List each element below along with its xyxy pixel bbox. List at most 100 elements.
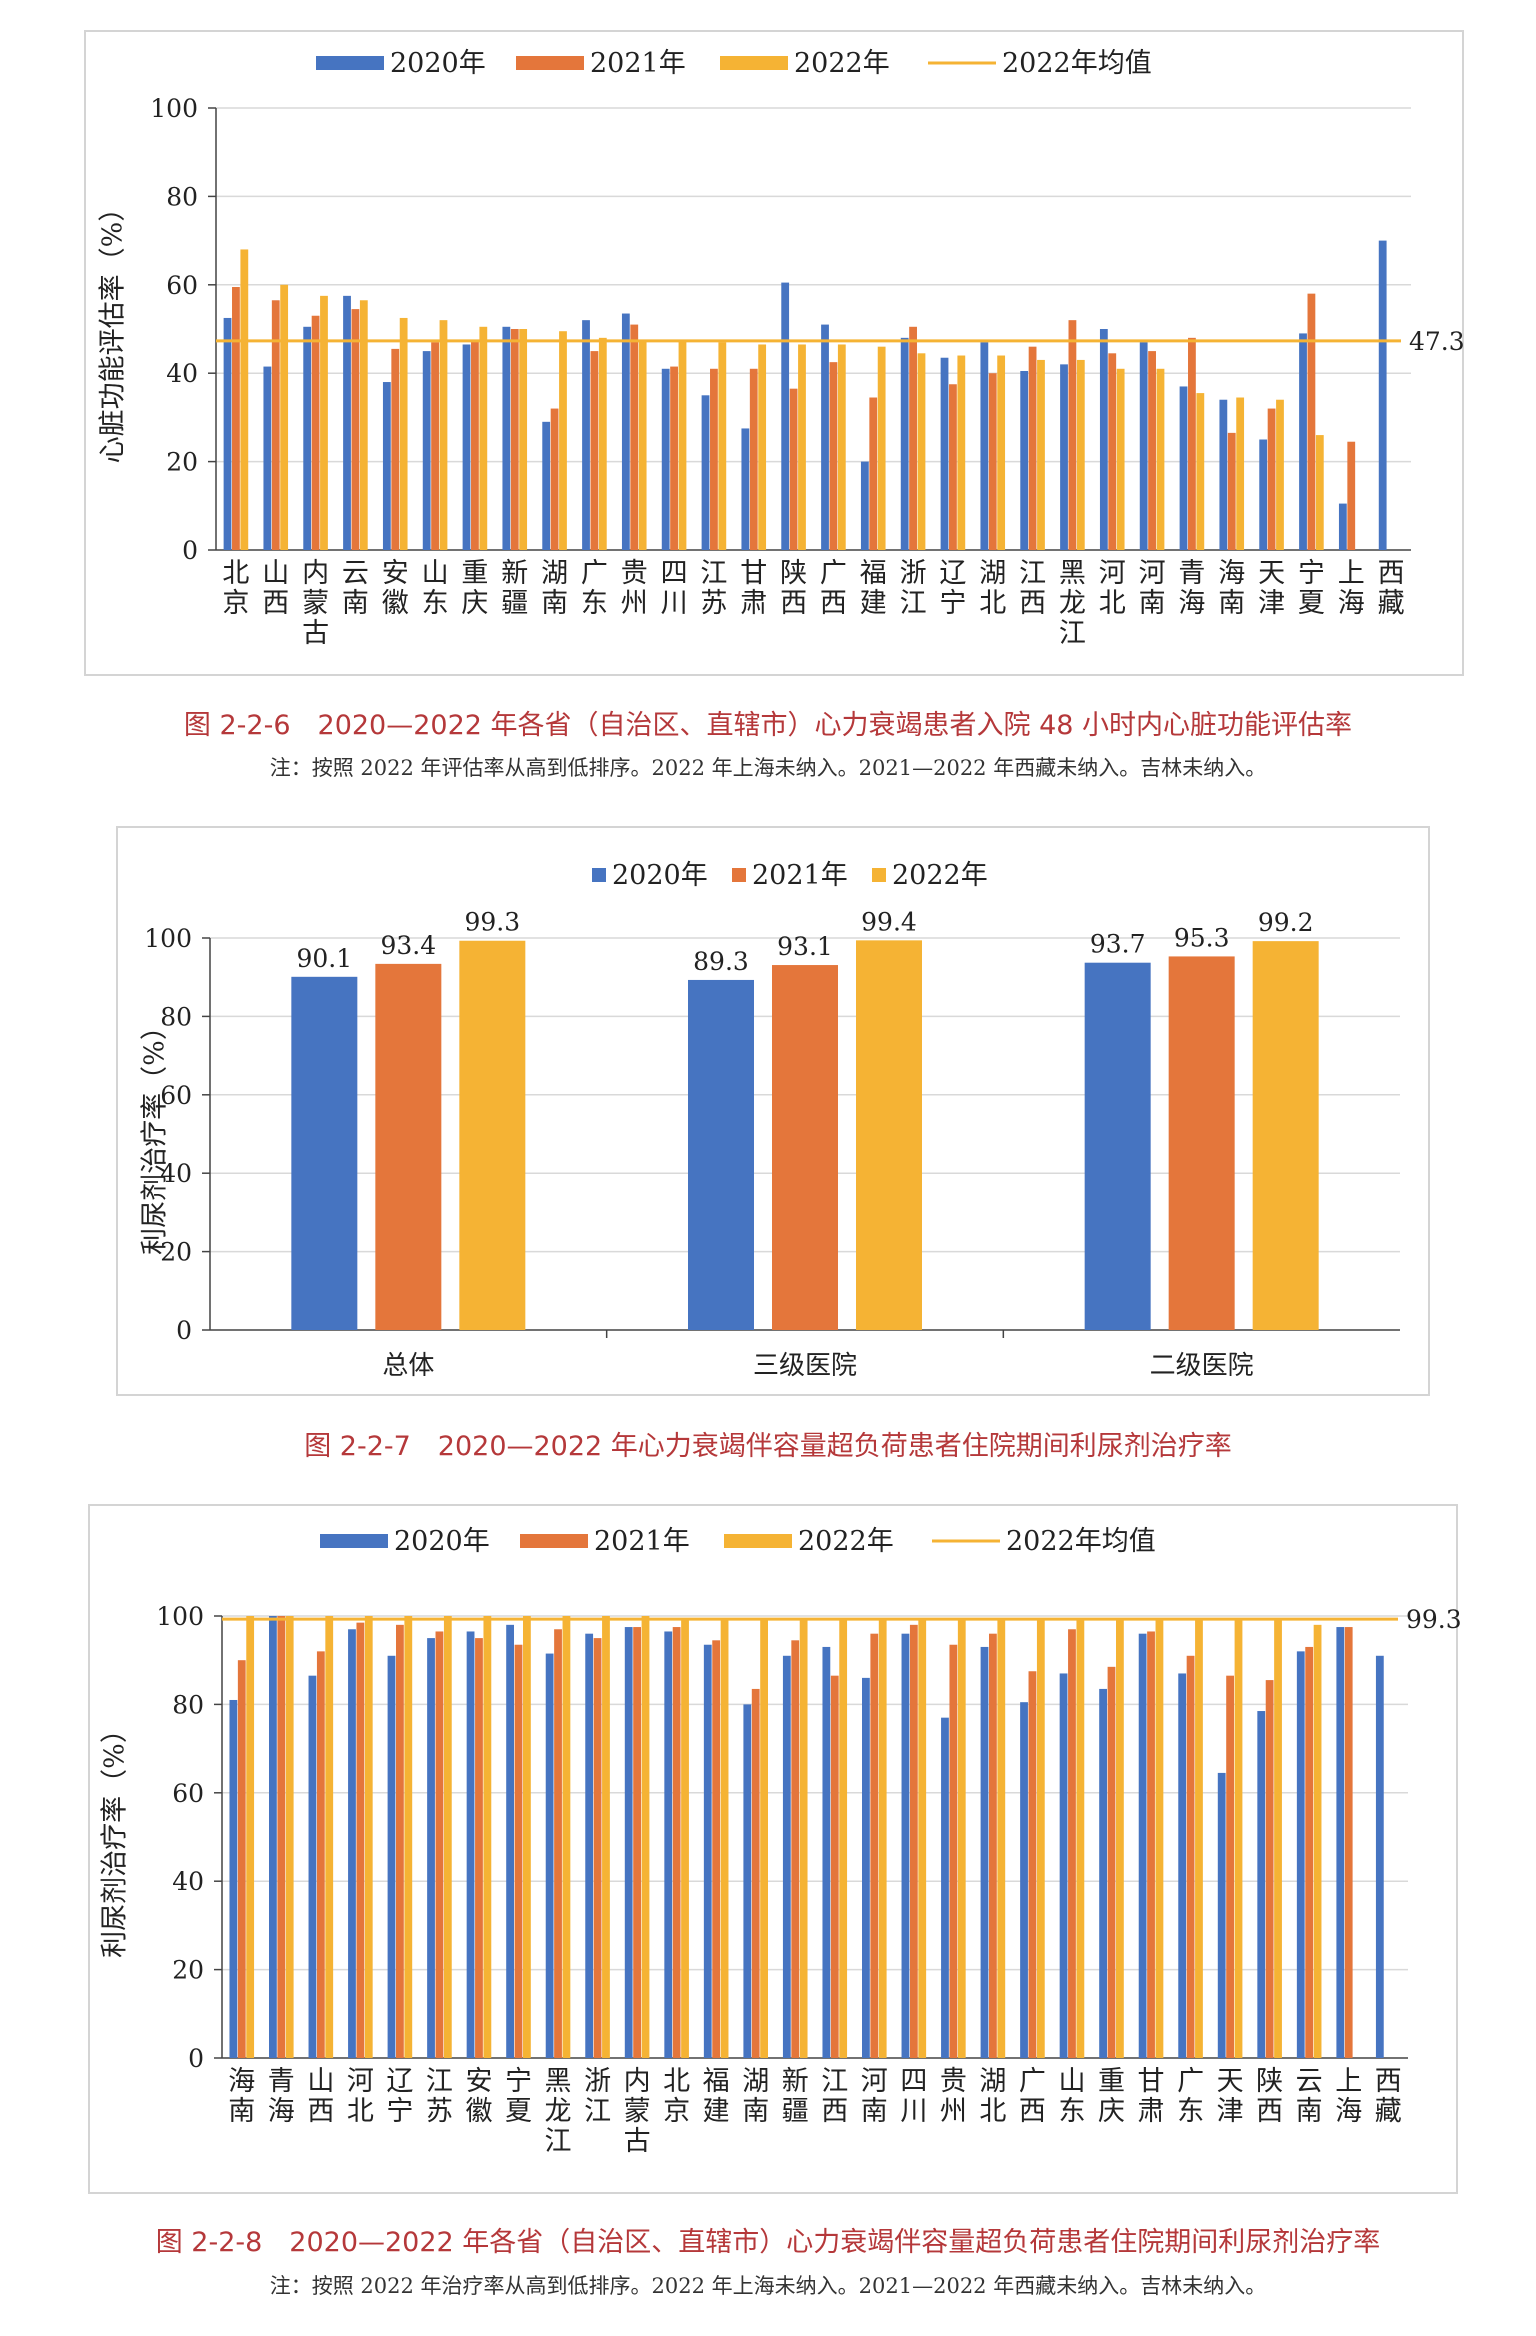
x-tick-label: 河	[1139, 558, 1166, 589]
x-tick-label: 广	[820, 558, 847, 589]
bar-2021年	[830, 1675, 839, 2058]
x-tick-label: 西	[1378, 558, 1405, 589]
bar-2022年	[798, 344, 806, 550]
bar-2020年	[940, 357, 949, 550]
bar-2021年	[1108, 353, 1117, 550]
bar-2021年	[510, 329, 519, 550]
x-tick-label: 南	[1218, 588, 1245, 619]
chart-fig6: 2020年 2021年 2022年 2022年均值 0 20 40 60 80 100 心脏功能评估…	[98, 48, 1465, 649]
bar-2021年	[1168, 956, 1235, 1330]
x-tick-label: 南	[1296, 2096, 1323, 2127]
x-tick-label: 贵	[940, 2066, 967, 2097]
bar-2022年	[399, 317, 408, 550]
x-tick-label: 夏	[1298, 588, 1325, 619]
x-tick-label: 江	[426, 2066, 453, 2097]
x-tick-label: 江	[545, 2126, 572, 2157]
bar-2021年	[1226, 1675, 1234, 2058]
bar-2020年	[1020, 370, 1029, 550]
x-tick-label: 津	[1258, 588, 1285, 619]
bar-2020年	[1257, 1711, 1266, 2058]
bar-2021年	[1147, 1631, 1155, 2058]
bar-2020年	[1338, 503, 1347, 550]
x-tick-label: 蒙	[302, 588, 329, 619]
bar-2020年	[291, 976, 358, 1330]
x-tick-label: 州	[621, 588, 648, 619]
bar-2022年	[1116, 1618, 1124, 2058]
bar-2022年	[957, 355, 966, 550]
x-tick-label: 安	[382, 558, 409, 589]
x-tick-label: 古	[624, 2126, 651, 2157]
bar-2020年	[743, 1704, 752, 2058]
avg-line-label: 47.3	[1409, 327, 1465, 356]
bar-2022年	[562, 1616, 571, 2058]
data-label: 99.4	[861, 907, 917, 936]
bar-2021年	[1267, 408, 1276, 550]
bar-2022年	[479, 326, 488, 550]
bar-2021年	[590, 351, 599, 550]
x-tick-label: 北	[222, 558, 249, 589]
legend-swatch-2	[724, 1534, 792, 1548]
bar-2022年	[320, 295, 328, 550]
x-tick-label: 肃	[1138, 2096, 1165, 2127]
x-tick-label: 云	[342, 558, 369, 589]
x-tick-label: 重	[1098, 2066, 1125, 2097]
x-tick-label: 二级医院	[1150, 1351, 1254, 1381]
bar-2021年	[391, 348, 400, 550]
bar-2020年	[585, 1633, 594, 2058]
note-fig6: 注：按照 2022 年评估率从高到低排序。2022 年上海未纳入。2021—20…	[269, 756, 1267, 780]
y-tick-label: 80	[160, 1002, 192, 1031]
data-label: 93.4	[380, 931, 436, 960]
x-tick-label: 贵	[621, 558, 648, 589]
bar-2022年	[559, 331, 567, 550]
legend-label-0: 2020年	[390, 48, 486, 79]
bar-2022年	[678, 340, 687, 550]
bar-2021年	[989, 1633, 997, 2058]
bar-2021年	[1028, 1671, 1037, 2058]
x-tick-label: 江	[1059, 618, 1086, 649]
bar-2022年	[519, 329, 528, 550]
x-tick-label: 夏	[505, 2096, 532, 2127]
y-tick-label: 20	[172, 1956, 204, 1985]
bar-2021年	[870, 1633, 879, 2058]
bar-2020年	[303, 326, 312, 550]
x-tick-label: 徽	[382, 588, 409, 619]
y-tick-label: 100	[144, 924, 192, 953]
x-tick-label: 南	[861, 2096, 888, 2127]
bar-2020年	[1138, 1633, 1147, 2058]
bar-2022年	[246, 1616, 255, 2058]
legend-label-0: 2020年	[612, 860, 708, 891]
x-tick-label: 南	[228, 2096, 255, 2127]
bar-2020年	[1296, 1651, 1305, 2058]
x-tick-label: 内	[302, 558, 329, 589]
bar-2020年	[1139, 342, 1148, 550]
data-label: 93.7	[1090, 930, 1146, 959]
x-tick-label: 西	[1256, 2096, 1283, 2127]
legend-label-avg: 2022年均值	[1006, 1526, 1156, 1557]
data-label: 99.3	[464, 908, 520, 937]
legend-swatch-1	[516, 56, 584, 70]
legend-swatch-0	[320, 1534, 388, 1548]
avg-line-label: 99.3	[1406, 1605, 1462, 1634]
bar-2020年	[1219, 399, 1228, 550]
bar-2021年	[869, 397, 878, 550]
bar-2020年	[308, 1675, 317, 2058]
bar-2021年	[1307, 293, 1316, 550]
x-tick-label: 古	[302, 618, 329, 649]
x-tick-label: 浙	[584, 2066, 611, 2097]
bar-2020年	[229, 1699, 238, 2058]
x-tick-label: 肃	[740, 588, 767, 619]
bar-2020年	[782, 1655, 791, 2058]
bar-2020年	[1336, 1627, 1345, 2058]
bar-2021年	[1148, 351, 1156, 550]
x-tick-label: 建	[703, 2096, 730, 2127]
bar-2022年	[681, 1618, 689, 2058]
bar-2021年	[237, 1660, 246, 2058]
bar-2022年	[404, 1616, 413, 2058]
bar-2021年	[1068, 320, 1077, 550]
bar-2020年	[1179, 386, 1188, 550]
x-tick-label: 西	[820, 588, 847, 619]
x-tick-label: 北	[979, 2096, 1006, 2127]
data-label: 90.1	[296, 944, 352, 973]
bar-2020年	[703, 1644, 712, 2058]
x-tick-label: 三级医院	[753, 1351, 857, 1381]
